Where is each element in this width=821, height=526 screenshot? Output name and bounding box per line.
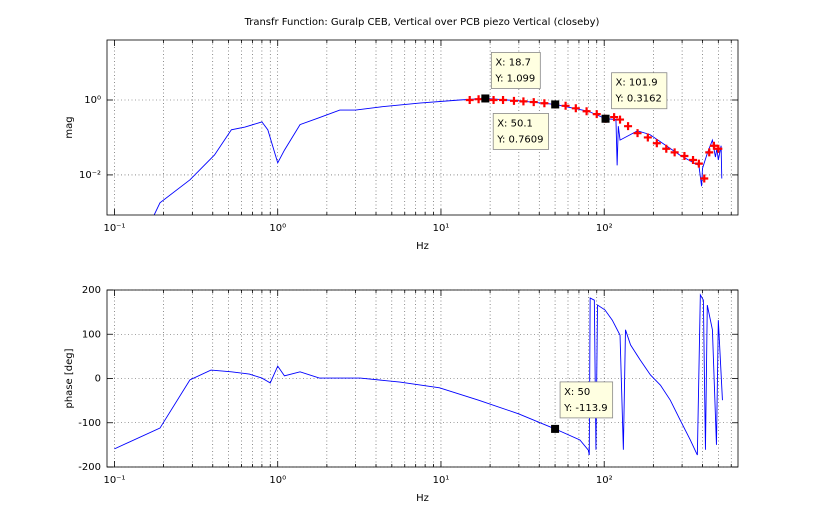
marker xyxy=(561,101,570,110)
x-tick-label: 10² xyxy=(596,223,613,234)
marker xyxy=(489,96,498,104)
datatip-text: Y: -113.9 xyxy=(563,403,608,414)
y-axis-label: mag xyxy=(64,116,75,138)
marker xyxy=(571,104,580,113)
x-axis-label: Hz xyxy=(416,493,429,504)
y-tick-label: 100 xyxy=(82,329,101,340)
marker xyxy=(465,96,474,104)
marker xyxy=(700,174,709,183)
y-tick-label: -200 xyxy=(78,462,101,473)
marker xyxy=(499,96,508,104)
datatip-text: X: 18.7 xyxy=(495,57,531,68)
marker xyxy=(592,110,601,119)
marker xyxy=(714,144,723,153)
datatip-text: Y: 1.099 xyxy=(494,73,535,84)
marker xyxy=(652,139,661,148)
datatip-marker xyxy=(481,94,490,103)
marker xyxy=(582,107,591,116)
datatip-text: Y: 0.3162 xyxy=(615,94,662,105)
datatip-box xyxy=(492,113,549,150)
chart-title: Transfr Function: Guralp CEB, Vertical o… xyxy=(244,17,600,28)
y-tick-label: 0 xyxy=(95,374,101,385)
marker xyxy=(694,159,703,168)
y-tick-label: 10⁻² xyxy=(79,170,101,181)
x-tick-label: 10² xyxy=(596,475,613,486)
x-tick-label: 10⁰ xyxy=(269,223,286,234)
marker xyxy=(540,99,549,108)
x-tick-label: 10⁻¹ xyxy=(103,223,125,234)
x-tick-label: 10⁰ xyxy=(269,475,286,486)
series-line xyxy=(114,293,723,456)
marker xyxy=(633,129,642,138)
y-tick-label: 200 xyxy=(82,285,101,296)
marker xyxy=(509,96,518,105)
marker xyxy=(689,156,698,165)
datatip-marker xyxy=(551,424,560,433)
series-group xyxy=(114,293,723,456)
datatip-box xyxy=(559,381,614,419)
x-tick-label: 10¹ xyxy=(433,475,450,486)
datatip-marker xyxy=(601,114,610,123)
marker xyxy=(709,141,718,150)
marker xyxy=(670,148,679,157)
marker xyxy=(705,148,714,157)
y-tick-label: 10⁰ xyxy=(84,95,101,106)
datatip-marker xyxy=(551,100,560,109)
axes-box xyxy=(106,39,739,216)
datatip-text: X: 50.1 xyxy=(497,118,533,129)
y-tick-label: -100 xyxy=(78,418,101,429)
marker xyxy=(643,133,652,142)
datatip-box xyxy=(490,52,541,89)
x-axis-label: Hz xyxy=(416,241,429,252)
axes-box xyxy=(106,289,739,468)
datatip-box xyxy=(611,72,668,110)
y-axis-label: phase [deg] xyxy=(64,348,75,408)
marker xyxy=(616,115,625,124)
datatip-text: Y: 0.7609 xyxy=(496,134,543,145)
x-tick-label: 10¹ xyxy=(433,223,450,234)
marker xyxy=(680,151,689,160)
marker xyxy=(610,113,619,122)
marker xyxy=(529,98,538,107)
series-group xyxy=(153,94,723,215)
marker xyxy=(474,95,483,104)
marker xyxy=(519,97,528,106)
x-tick-label: 10⁻¹ xyxy=(103,475,125,486)
marker xyxy=(662,144,671,153)
datatip-text: X: 50 xyxy=(564,387,590,398)
plot-area xyxy=(107,40,738,215)
marker xyxy=(624,122,633,131)
datatip-text: X: 101.9 xyxy=(616,78,658,89)
